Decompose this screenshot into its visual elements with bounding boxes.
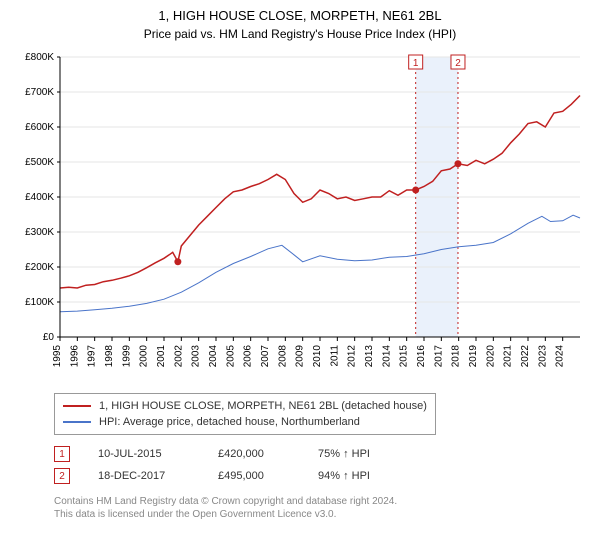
x-tick-label: 1998 bbox=[104, 345, 115, 368]
x-tick-label: 2002 bbox=[173, 345, 184, 368]
x-tick-label: 2005 bbox=[225, 345, 236, 368]
x-tick-label: 2006 bbox=[243, 345, 254, 368]
x-tick-label: 1999 bbox=[121, 345, 132, 368]
transaction-date: 10-JUL-2015 bbox=[98, 448, 218, 460]
transaction-badge: 2 bbox=[54, 468, 70, 484]
y-tick-label: £500K bbox=[25, 157, 54, 168]
transaction-row: 2 18-DEC-2017£495,00094% ↑ HPI bbox=[54, 465, 590, 487]
y-tick-label: £100K bbox=[25, 297, 54, 308]
transaction-hpi: 75% ↑ HPI bbox=[318, 448, 438, 460]
x-tick-label: 2003 bbox=[191, 345, 202, 368]
title-subtitle: Price paid vs. HM Land Registry's House … bbox=[10, 27, 590, 41]
x-tick-label: 1996 bbox=[69, 345, 80, 368]
y-tick-label: £200K bbox=[25, 262, 54, 273]
y-tick-label: £600K bbox=[25, 122, 54, 133]
x-tick-label: 2009 bbox=[295, 345, 306, 368]
x-tick-label: 2008 bbox=[277, 345, 288, 368]
transaction-badge: 1 bbox=[54, 446, 70, 462]
x-tick-label: 2001 bbox=[156, 345, 167, 368]
y-tick-label: £800K bbox=[25, 52, 54, 63]
legend-swatch bbox=[63, 405, 91, 407]
legend-label: 1, HIGH HOUSE CLOSE, MORPETH, NE61 2BL (… bbox=[99, 400, 427, 412]
x-tick-label: 2021 bbox=[503, 345, 514, 368]
title-address: 1, HIGH HOUSE CLOSE, MORPETH, NE61 2BL bbox=[10, 8, 590, 23]
legend-row: HPI: Average price, detached house, Nort… bbox=[63, 414, 427, 430]
y-tick-label: £0 bbox=[43, 332, 55, 343]
legend: 1, HIGH HOUSE CLOSE, MORPETH, NE61 2BL (… bbox=[54, 393, 436, 435]
series-marker bbox=[174, 258, 181, 265]
tx-vlabel-text: 1 bbox=[413, 58, 419, 69]
x-tick-label: 2020 bbox=[485, 345, 496, 368]
x-tick-label: 2011 bbox=[329, 345, 340, 367]
x-tick-label: 2015 bbox=[399, 345, 410, 368]
footer-line1: Contains HM Land Registry data © Crown c… bbox=[54, 496, 397, 507]
x-tick-label: 2019 bbox=[468, 345, 479, 368]
x-tick-label: 2000 bbox=[139, 345, 150, 368]
series-marker bbox=[454, 160, 461, 167]
series-price_paid bbox=[60, 96, 580, 289]
x-tick-label: 2010 bbox=[312, 345, 323, 368]
transaction-table: 1 10-JUL-2015£420,00075% ↑ HPI 2 18-DEC-201… bbox=[54, 443, 590, 487]
transaction-price: £420,000 bbox=[218, 448, 318, 460]
x-tick-label: 2012 bbox=[347, 345, 358, 368]
x-tick-label: 2018 bbox=[451, 345, 462, 368]
line-chart-svg: £0 £100K £200K £300K £400K £500K £600K £700K £80… bbox=[10, 47, 590, 387]
attribution-footer: Contains HM Land Registry data © Crown c… bbox=[54, 495, 574, 521]
transaction-row: 1 10-JUL-2015£420,00075% ↑ HPI bbox=[54, 443, 590, 465]
x-tick-label: 2014 bbox=[381, 345, 392, 368]
legend-row: 1, HIGH HOUSE CLOSE, MORPETH, NE61 2BL (… bbox=[63, 398, 427, 414]
x-tick-label: 2022 bbox=[520, 345, 531, 368]
legend-label: HPI: Average price, detached house, Nort… bbox=[99, 416, 360, 428]
x-tick-label: 2016 bbox=[416, 345, 427, 368]
chart-container: 1, HIGH HOUSE CLOSE, MORPETH, NE61 2BL P… bbox=[0, 0, 600, 560]
series-marker bbox=[412, 187, 419, 194]
legend-swatch bbox=[63, 421, 91, 423]
y-tick-label: £700K bbox=[25, 87, 54, 98]
transaction-date: 18-DEC-2017 bbox=[98, 470, 218, 482]
chart-area: £0 £100K £200K £300K £400K £500K £600K £700K £80… bbox=[10, 47, 590, 387]
y-tick-label: £300K bbox=[25, 227, 54, 238]
footer-line2: This data is licensed under the Open Gov… bbox=[54, 509, 336, 520]
x-tick-label: 2017 bbox=[433, 345, 444, 368]
y-tick-label: £400K bbox=[25, 192, 54, 203]
series-hpi bbox=[60, 215, 580, 312]
tx-vlabel-text: 2 bbox=[455, 58, 461, 69]
x-tick-label: 2004 bbox=[208, 345, 219, 368]
transaction-hpi: 94% ↑ HPI bbox=[318, 470, 438, 482]
x-tick-label: 2007 bbox=[260, 345, 271, 368]
x-tick-label: 2013 bbox=[364, 345, 375, 368]
transaction-price: £495,000 bbox=[218, 470, 318, 482]
x-tick-label: 1997 bbox=[87, 345, 98, 368]
x-tick-label: 2024 bbox=[555, 345, 566, 368]
x-tick-label: 1995 bbox=[52, 345, 63, 368]
x-tick-label: 2023 bbox=[537, 345, 548, 368]
